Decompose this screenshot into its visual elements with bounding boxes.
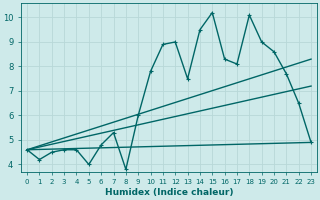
X-axis label: Humidex (Indice chaleur): Humidex (Indice chaleur) (105, 188, 233, 197)
